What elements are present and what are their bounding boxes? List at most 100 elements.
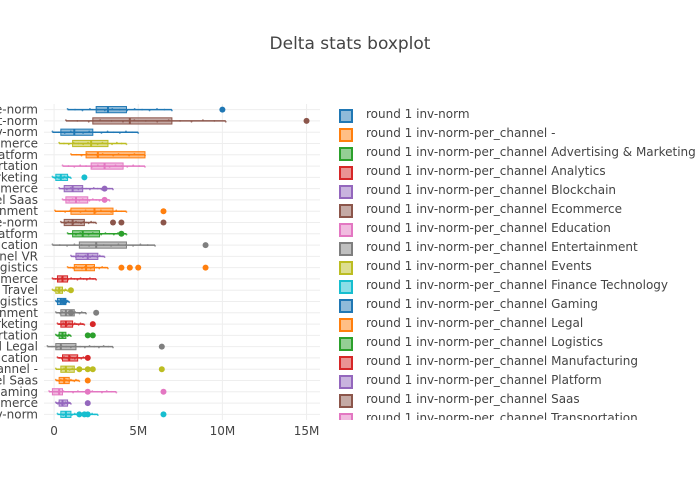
box-jitter-point: [85, 187, 87, 190]
box-jitter-point: [87, 222, 90, 225]
box-jitter-point: [66, 244, 68, 247]
box-jitter-point: [89, 107, 91, 110]
box-outlier-point: [76, 366, 83, 373]
legend-swatch: [339, 261, 353, 275]
y-tick-label: arketing: [0, 170, 38, 184]
legend-label: round 1 inv-norm-per_channel Transportat…: [366, 411, 638, 420]
legend-item[interactable]: round 1 inv-norm-per_channel Manufacturi…: [330, 352, 700, 371]
box-iqr: [70, 207, 114, 215]
box-jitter-point: [100, 233, 103, 236]
legend-swatch: [339, 280, 353, 294]
box-jitter-point: [70, 153, 72, 155]
legend-label: round 1 inv-norm-per_channel Ecommerce: [366, 202, 623, 216]
box-jitter-point: [95, 266, 98, 269]
box-jitter-point: [76, 278, 79, 281]
box-jitter-point: [101, 265, 104, 268]
legend-item[interactable]: round 1 inv-norm-per_channel Blockchain: [330, 181, 700, 200]
box-jitter-point: [112, 188, 114, 191]
box-iqr: [92, 117, 173, 125]
box-outlier-point: [67, 287, 74, 294]
box-jitter-point: [83, 311, 85, 314]
legend-label: round 1 inv-norm-per_channel Finance Tec…: [366, 278, 669, 292]
box-jitter-point: [94, 131, 97, 134]
box-jitter-point: [73, 322, 76, 325]
box-jitter-point: [51, 277, 54, 280]
box-iqr: [60, 128, 94, 136]
box-jitter-point: [54, 209, 56, 212]
box-jitter-point: [104, 232, 107, 234]
legend[interactable]: round 1 inv-norm round 1 inv-norm-per_cha…: [330, 100, 700, 420]
y-tick-label: arketing: [0, 317, 38, 331]
box-jitter-point: [63, 290, 66, 292]
box-jitter-point: [79, 277, 82, 280]
box-jitter-point: [64, 211, 67, 213]
legend-item[interactable]: round 1 inv-norm-per_channel Events: [330, 257, 700, 276]
box-jitter-point: [179, 120, 181, 122]
legend-item[interactable]: round 1 inv-norm-per_channel Legal: [330, 314, 700, 333]
legend-item[interactable]: round 1 inv-norm-per_channel Entertainme…: [330, 238, 700, 257]
box-jitter-point: [79, 322, 82, 325]
legend-swatch: [339, 109, 353, 123]
legend-item[interactable]: round 1 inv-norm-per_channel Advertising…: [330, 143, 700, 162]
y-tick-label: el Legal: [0, 340, 38, 354]
legend-item[interactable]: round 1 inv-norm-per_channel Ecommerce: [330, 200, 700, 219]
box-iqr: [60, 309, 75, 317]
legend-item[interactable]: round 1 inv-norm-per_channel Gaming: [330, 295, 700, 314]
box-outlier-point: [89, 332, 96, 339]
legend-item[interactable]: round 1 inv-norm-per_channel -: [330, 124, 700, 143]
box-jitter-point: [76, 311, 79, 314]
box-jitter-point: [63, 142, 65, 145]
box-jitter-point: [190, 120, 193, 123]
legend-item[interactable]: round 1 inv-norm-per_channel Platform: [330, 371, 700, 390]
box-jitter-point: [85, 165, 87, 167]
legend-label: round 1 inv-norm-per_channel Events: [366, 259, 592, 273]
box-jitter-point: [75, 323, 78, 325]
box-jitter-point: [95, 278, 98, 281]
box-outlier-point: [118, 264, 125, 271]
box-jitter-point: [108, 232, 111, 235]
box-jitter-point: [85, 312, 87, 315]
legend-item[interactable]: round 1 inv-norm-per_channel Analytics: [330, 162, 700, 181]
box-iqr: [55, 343, 77, 351]
box-outlier-point: [76, 411, 83, 418]
x-tick-label: 15M: [294, 424, 320, 438]
box-iqr: [60, 365, 75, 373]
box-jitter-point: [70, 277, 73, 280]
legend-item[interactable]: round 1 inv-norm-per_channel Transportat…: [330, 409, 700, 420]
box-jitter-point: [92, 186, 95, 189]
box-jitter-point: [81, 109, 84, 112]
legend-label: round 1 inv-norm-per_channel Logistics: [366, 335, 603, 349]
legend-label: round 1 inv-norm-per_channel -: [366, 126, 556, 140]
box-outlier-point: [93, 309, 100, 316]
y-tick-label: el Saas: [0, 374, 38, 388]
box-jitter-point: [108, 187, 111, 190]
box-jitter-point: [139, 243, 142, 246]
y-tick-label: ducation: [0, 351, 38, 365]
legend-item[interactable]: round 1 inv-norm: [330, 105, 700, 124]
legend-swatch: [339, 337, 353, 351]
box-jitter-point: [163, 108, 166, 111]
box-outlier-point: [202, 242, 209, 249]
legend-item[interactable]: round 1 inv-norm-per_channel Saas: [330, 390, 700, 409]
box-jitter-point: [88, 199, 91, 202]
box-jitter-point: [73, 412, 76, 415]
legend-item[interactable]: round 1 inv-norm-per_channel Finance Tec…: [330, 276, 700, 295]
box-jitter-point: [89, 277, 91, 280]
box-jitter-point: [100, 132, 103, 134]
box-jitter-point: [132, 164, 135, 167]
box-jitter-point: [59, 220, 62, 223]
legend-item[interactable]: round 1 inv-norm-per_channel Education: [330, 219, 700, 238]
box-jitter-point: [80, 357, 83, 360]
box-iqr: [72, 230, 101, 238]
box-jitter-point: [112, 131, 115, 134]
box-outlier-point: [158, 343, 165, 350]
box-jitter-point: [56, 379, 59, 382]
box-jitter-point: [156, 107, 158, 110]
box-jitter-point: [51, 243, 54, 246]
y-tick-label: ducation: [0, 238, 38, 252]
box-jitter-point: [67, 390, 70, 393]
box-outlier-point: [84, 366, 91, 373]
legend-item[interactable]: round 1 inv-norm-per_channel Logistics: [330, 333, 700, 352]
box-jitter-point: [125, 143, 128, 146]
